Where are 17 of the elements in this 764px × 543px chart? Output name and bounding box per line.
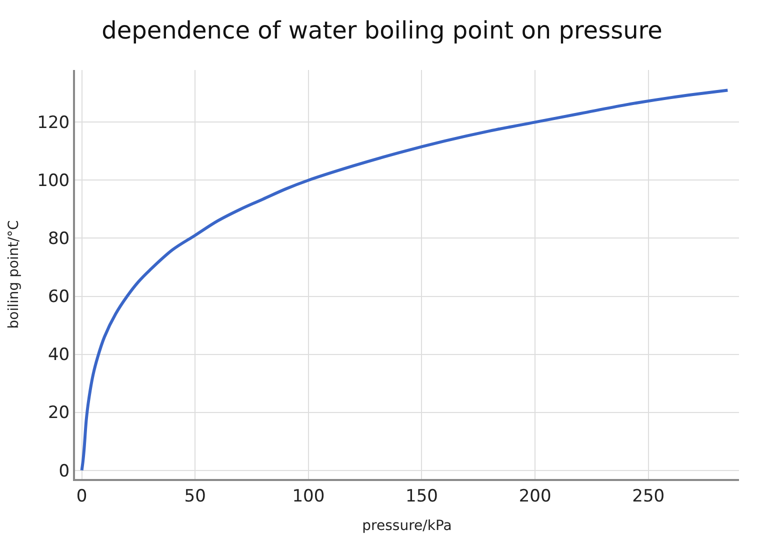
x-tick-label: 250 — [632, 486, 665, 506]
y-tick-label: 60 — [48, 287, 70, 308]
y-tick-label: 20 — [48, 403, 70, 424]
y-tick-label: 100 — [37, 171, 70, 192]
x-tick-label: 0 — [76, 486, 88, 506]
x-tick-label: 150 — [406, 486, 438, 506]
y-tick-label: 0 — [58, 461, 70, 482]
x-tick-label: 100 — [292, 486, 325, 506]
x-tick-label: 200 — [518, 486, 552, 506]
x-tick-label: 50 — [184, 486, 206, 506]
line-series — [80, 88, 730, 472]
y-axis-title: boiling point/°C — [6, 220, 22, 329]
y-tick-label: 80 — [48, 229, 70, 250]
y-tick-label: 120 — [37, 113, 70, 134]
y-tick-label: 40 — [48, 345, 70, 366]
x-axis-title: pressure/kPa — [362, 518, 452, 534]
chart-title: dependence of water boiling point on pressure — [102, 16, 662, 45]
